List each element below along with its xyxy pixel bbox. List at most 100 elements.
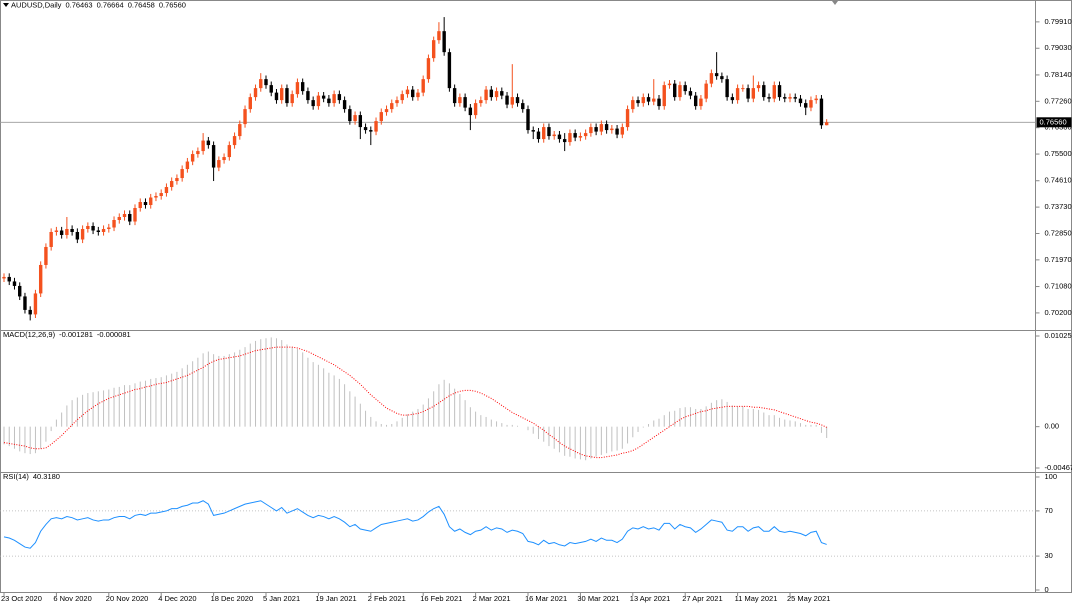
macd-bar: [296, 348, 298, 427]
chart-shift-marker[interactable]: [832, 1, 838, 5]
candle-body: [505, 95, 509, 105]
candle-body: [101, 228, 106, 232]
candle-body: [536, 131, 541, 140]
y-tick-label: 0.71080: [1045, 282, 1072, 291]
macd-bar: [731, 405, 733, 427]
macd-bar: [118, 386, 120, 427]
macd-bar: [674, 410, 676, 427]
candle-body: [164, 187, 169, 194]
macd-bar: [789, 420, 791, 427]
macd-bar: [532, 426, 534, 434]
y-tick-label: 0.77260: [1045, 96, 1072, 105]
candle-body: [709, 73, 714, 84]
macd-bar: [186, 364, 188, 427]
macd-bar: [794, 421, 796, 427]
macd-bar: [50, 426, 52, 432]
macd-bar: [658, 418, 660, 427]
candle-body: [217, 160, 221, 168]
macd-bar: [648, 424, 650, 427]
symbol-menu-arrow[interactable]: [3, 3, 9, 7]
x-tick-label: 2 Mar 2021: [473, 594, 511, 603]
last-price-tag: [1036, 117, 1072, 128]
macd-bar: [558, 426, 560, 453]
candle-body: [374, 121, 378, 132]
x-tick-label: 20 Nov 2020: [106, 594, 149, 603]
candle-body: [442, 31, 446, 53]
macd-bar: [805, 424, 807, 427]
x-tick-label: 4 Dec 2020: [158, 594, 196, 603]
candle-body: [610, 128, 614, 131]
candle-body: [646, 97, 651, 102]
macd-bar: [506, 424, 508, 427]
macd-bar: [165, 375, 167, 427]
macd-bar: [150, 378, 152, 427]
candle-body: [12, 281, 17, 286]
candle-body: [767, 97, 771, 99]
macd-bar: [97, 391, 99, 427]
candle-body: [379, 112, 383, 122]
candle-body: [756, 85, 761, 89]
candle-body: [688, 91, 693, 96]
candle-body: [510, 97, 514, 105]
macd-bar: [312, 362, 314, 427]
candle-body: [547, 127, 551, 137]
y-tick-label: 100: [1045, 472, 1058, 481]
macd-bar: [223, 355, 225, 427]
macd-bar: [176, 371, 178, 427]
candle-body: [295, 82, 300, 95]
macd-bar: [344, 384, 346, 427]
macd-bar: [82, 394, 84, 427]
candle-body: [751, 88, 756, 99]
candle-body: [526, 109, 530, 131]
macd-bar: [815, 424, 817, 427]
macd-bar: [417, 408, 419, 427]
macd-bar: [202, 353, 204, 427]
candle-body: [18, 285, 22, 297]
macd-bar: [66, 405, 68, 427]
candle-body: [720, 76, 724, 80]
candle-body: [421, 79, 425, 93]
candle-body: [269, 85, 273, 93]
candle-body: [70, 228, 74, 232]
macd-bar: [642, 426, 644, 428]
candle-body: [133, 208, 137, 222]
macd-bar: [527, 426, 529, 431]
y-tick-label: 0.73730: [1045, 202, 1072, 211]
candle-body: [463, 97, 467, 108]
candle-body: [562, 139, 567, 143]
candle-body: [185, 161, 190, 170]
candle-body: [169, 181, 174, 188]
macd-bar: [820, 426, 822, 433]
candle-body: [615, 128, 619, 135]
candle-body: [80, 228, 85, 240]
macd-bar: [742, 406, 744, 427]
candle-body: [143, 202, 148, 206]
macd-bar: [511, 424, 513, 427]
candle-body: [149, 197, 153, 206]
macd-bar: [228, 354, 230, 427]
candle-body: [589, 127, 593, 134]
candle-body: [91, 225, 95, 231]
macd-bar: [773, 415, 775, 427]
candle-body: [348, 109, 352, 122]
candle-body: [673, 83, 677, 98]
candle-body: [819, 98, 824, 126]
candle-body: [337, 94, 342, 101]
candle-body: [206, 140, 211, 146]
macd-bar: [244, 347, 246, 427]
candle-body: [196, 151, 200, 155]
macd-bar: [564, 426, 566, 456]
macd-bar: [443, 379, 445, 427]
candle-body: [321, 95, 326, 99]
macd-bar: [826, 426, 828, 438]
candle-body: [280, 88, 284, 101]
macd-bar: [108, 389, 110, 427]
macd-bar: [543, 426, 545, 442]
y-tick-label: 0.72850: [1045, 228, 1072, 237]
macd-bar: [317, 364, 319, 427]
candle-body: [809, 100, 813, 108]
candle-body: [128, 214, 132, 222]
panel-header: RSI(14) 40.3180: [3, 472, 60, 481]
macd-bar: [87, 393, 89, 427]
macd-bar: [260, 339, 262, 427]
